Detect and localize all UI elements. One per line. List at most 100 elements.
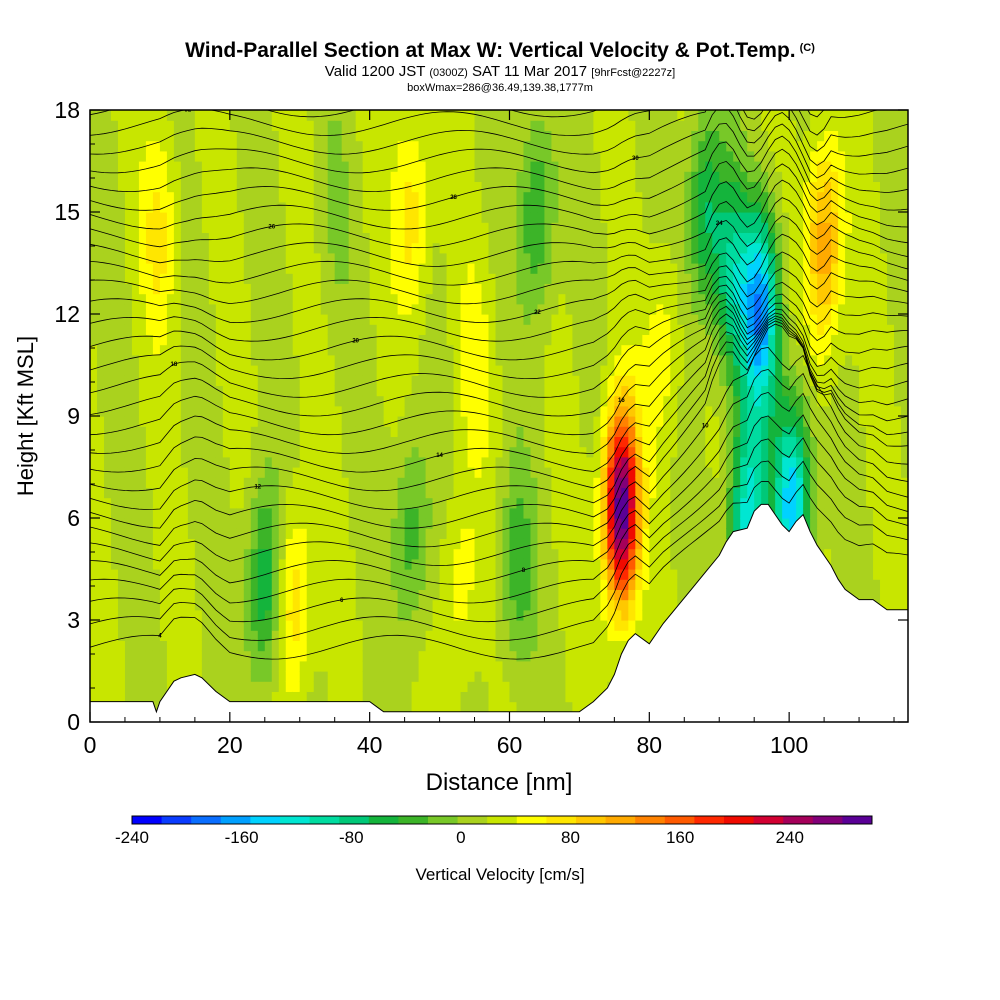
velocity-cell: [348, 273, 357, 284]
velocity-cell: [642, 589, 650, 601]
velocity-cell: [96, 640, 105, 652]
velocity-cell: [446, 558, 455, 570]
velocity-cell: [376, 232, 385, 244]
velocity-cell: [334, 518, 343, 529]
velocity-cell: [124, 436, 133, 448]
velocity-cell: [649, 507, 657, 519]
velocity-cell: [306, 446, 315, 458]
velocity-cell: [474, 232, 483, 244]
velocity-cell: [327, 416, 336, 427]
velocity-cell: [432, 354, 441, 366]
velocity-cell: [201, 589, 210, 601]
velocity-cell: [187, 191, 196, 203]
velocity-cell: [320, 252, 329, 264]
velocity-cell: [390, 518, 399, 529]
velocity-cell: [215, 426, 224, 437]
velocity-cell: [96, 446, 105, 458]
velocity-cell: [635, 528, 643, 539]
velocity-cell: [537, 620, 546, 631]
velocity-cell: [376, 416, 385, 427]
velocity-cell: [369, 640, 378, 652]
velocity-cell: [537, 161, 546, 172]
velocity-cell: [103, 232, 112, 244]
velocity-cell: [369, 334, 378, 346]
velocity-cell: [376, 507, 385, 519]
velocity-cell: [558, 477, 567, 488]
velocity-cell: [614, 222, 622, 233]
velocity-cell: [208, 365, 217, 376]
velocity-cell: [558, 558, 567, 570]
velocity-cell: [327, 650, 336, 662]
velocity-cell: [271, 528, 280, 539]
velocity-cell: [159, 130, 168, 142]
velocity-cell: [495, 507, 504, 519]
velocity-cell: [145, 324, 154, 335]
velocity-cell: [194, 314, 203, 325]
velocity-cell: [131, 456, 140, 468]
velocity-cell: [250, 110, 259, 121]
velocity-cell: [110, 222, 119, 233]
velocity-cell: [397, 150, 406, 162]
velocity-cell: [96, 354, 105, 366]
velocity-cell: [369, 375, 378, 386]
velocity-cell: [208, 232, 217, 244]
velocity-cell: [257, 558, 266, 570]
velocity-cell: [565, 273, 574, 284]
velocity-cell: [544, 140, 553, 152]
velocity-cell: [292, 263, 301, 274]
velocity-cell: [173, 314, 182, 325]
velocity-cell: [117, 263, 126, 274]
velocity-cell: [649, 518, 657, 529]
velocity-cell: [117, 436, 126, 448]
velocity-cell: [187, 161, 196, 172]
velocity-cell: [208, 405, 217, 417]
velocity-cell: [187, 416, 196, 427]
velocity-cell: [593, 436, 601, 448]
velocity-cell: [152, 609, 161, 621]
velocity-cell: [488, 293, 497, 305]
velocity-cell: [194, 130, 203, 142]
velocity-cell: [159, 181, 168, 193]
velocity-cell: [278, 477, 287, 488]
velocity-cell: [264, 416, 273, 427]
velocity-cell: [481, 252, 490, 264]
velocity-cell: [180, 640, 189, 652]
velocity-cell: [530, 650, 539, 662]
velocity-cell: [117, 518, 126, 529]
velocity-cell: [390, 354, 399, 366]
velocity-cell: [96, 528, 105, 539]
velocity-cell: [474, 140, 483, 152]
velocity-cell: [306, 416, 315, 427]
velocity-cell: [565, 701, 574, 713]
velocity-cell: [180, 518, 189, 529]
chart-subtitle: Valid 1200 JST (0300Z) SAT 11 Mar 2017 […: [0, 63, 1000, 82]
velocity-cell: [488, 405, 497, 417]
velocity-cell: [600, 589, 608, 601]
velocity-cell: [362, 120, 371, 131]
velocity-cell: [593, 354, 601, 366]
velocity-cell: [313, 609, 322, 621]
velocity-cell: [516, 161, 525, 172]
velocity-cell: [376, 303, 385, 315]
velocity-cell: [257, 640, 266, 652]
velocity-cell: [474, 252, 483, 264]
velocity-cell: [544, 395, 553, 407]
velocity-cell: [222, 314, 231, 325]
velocity-cell: [257, 630, 266, 641]
velocity-cell: [621, 518, 629, 529]
velocity-cell: [600, 171, 608, 182]
velocity-cell: [90, 660, 98, 672]
velocity-cell: [600, 630, 608, 641]
velocity-cell: [383, 324, 392, 335]
velocity-cell: [362, 385, 371, 397]
velocity-cell: [201, 650, 210, 662]
velocity-cell: [558, 222, 567, 233]
velocity-cell: [600, 334, 608, 346]
velocity-cell: [537, 436, 546, 448]
velocity-cell: [215, 181, 224, 193]
velocity-cell: [159, 365, 168, 376]
velocity-cell: [460, 650, 469, 662]
velocity-cell: [236, 293, 245, 305]
velocity-cell: [215, 334, 224, 346]
velocity-cell: [313, 385, 322, 397]
